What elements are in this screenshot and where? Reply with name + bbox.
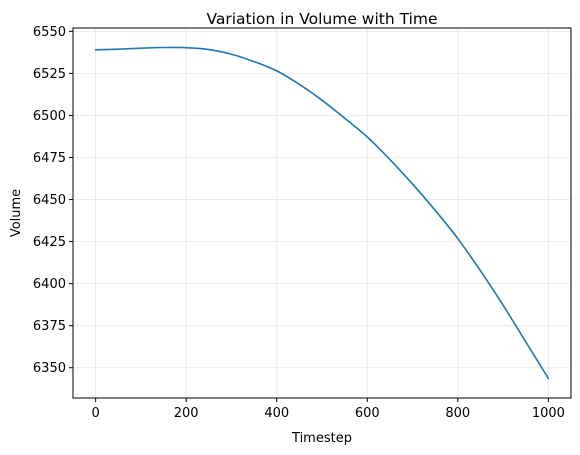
y-axis-label: Volume bbox=[9, 189, 24, 237]
y-tick-label: 6350 bbox=[33, 361, 66, 376]
y-tick-label: 6450 bbox=[33, 193, 66, 208]
series-layer bbox=[94, 46, 550, 380]
plot-frame bbox=[72, 27, 572, 399]
chart-title: Variation in Volume with Time bbox=[206, 10, 437, 28]
x-tick-label: 0 bbox=[91, 406, 99, 421]
x-axis: 0 200 400 600 800 1000 bbox=[91, 398, 565, 421]
series-line-0 bbox=[94, 46, 550, 380]
x-tick-label: 600 bbox=[355, 406, 380, 421]
x-tick-label: 200 bbox=[174, 406, 199, 421]
y-tick-label: 6375 bbox=[33, 319, 66, 334]
y-axis: 6350 6375 6400 6425 6450 6475 6500 6525 6550 bbox=[33, 25, 73, 376]
x-axis-label: Timestep bbox=[291, 431, 352, 446]
x-tick-label: 1000 bbox=[532, 406, 565, 421]
y-tick-label: 6425 bbox=[33, 235, 66, 250]
x-tick-label: 800 bbox=[445, 406, 470, 421]
y-tick-label: 6475 bbox=[33, 151, 66, 166]
y-tick-label: 6500 bbox=[33, 109, 66, 124]
y-tick-label: 6550 bbox=[33, 25, 66, 40]
y-tick-label: 6400 bbox=[33, 277, 66, 292]
y-tick-label: 6525 bbox=[33, 67, 66, 82]
plot-area bbox=[73, 28, 571, 398]
grid bbox=[73, 28, 571, 398]
x-tick-label: 400 bbox=[264, 406, 289, 421]
